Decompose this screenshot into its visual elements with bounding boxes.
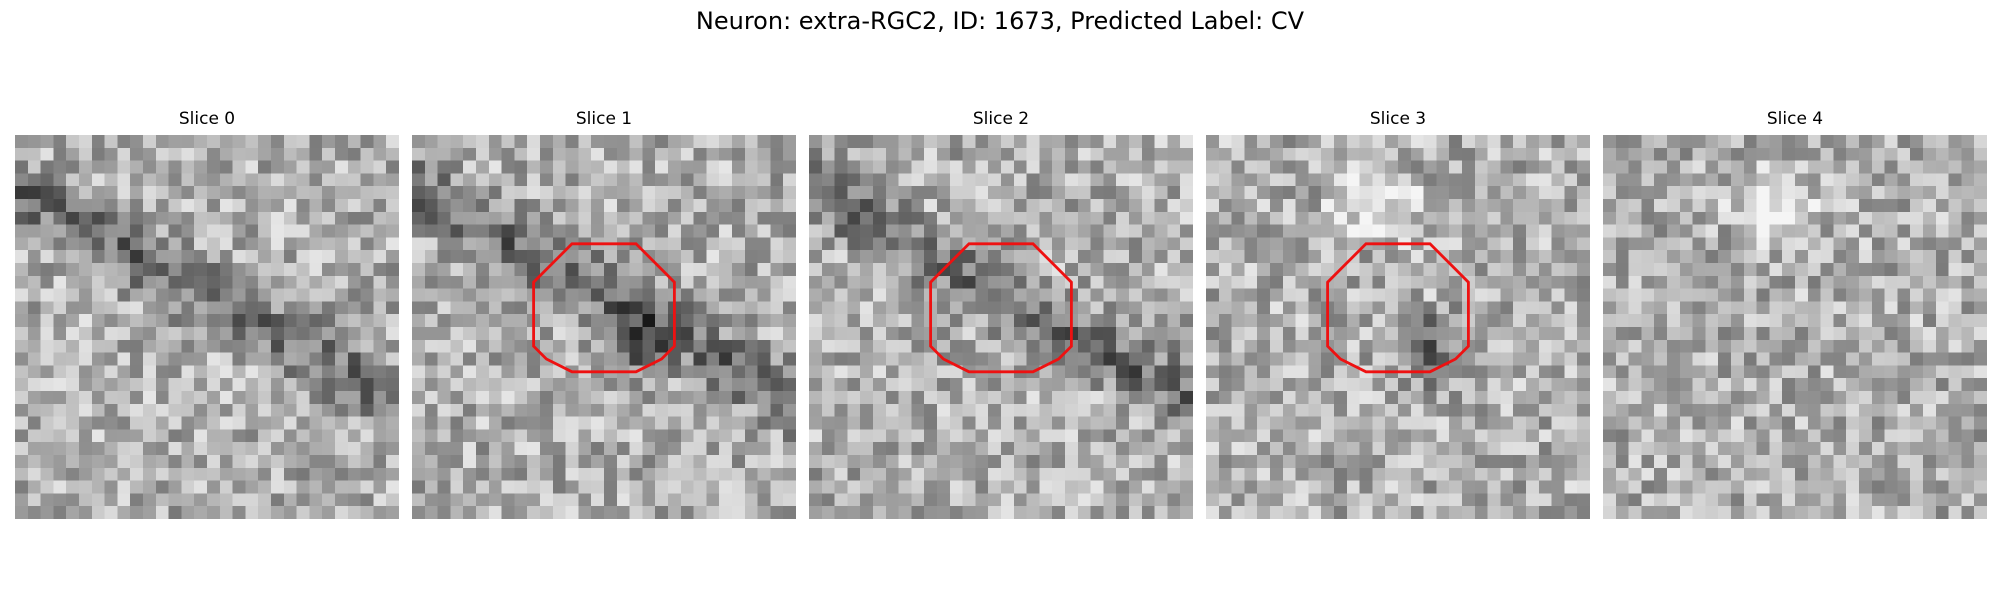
grayscale-image xyxy=(412,135,796,519)
panel-slice-4: Slice 4 xyxy=(1603,108,1987,522)
panel-title: Slice 4 xyxy=(1766,109,1824,129)
grayscale-image xyxy=(1603,135,1987,519)
segmentation-contour xyxy=(1326,242,1470,374)
panel-title: Slice 2 xyxy=(972,109,1030,129)
segmentation-contour xyxy=(929,242,1073,374)
grayscale-image xyxy=(15,135,399,519)
grayscale-image xyxy=(1206,135,1590,519)
panel-slice-2: Slice 2 xyxy=(809,108,1193,522)
segmentation-contour xyxy=(532,242,676,374)
panel-slice-3: Slice 3 xyxy=(1206,108,1590,522)
panel-slice-1: Slice 1 xyxy=(412,108,796,522)
grayscale-image xyxy=(809,135,1193,519)
figure-title: Neuron: extra-RGC2, ID: 1673, Predicted … xyxy=(695,7,1305,35)
panel-title: Slice 3 xyxy=(1369,109,1427,129)
panel-title: Slice 0 xyxy=(178,109,236,129)
panel-slice-0: Slice 0 xyxy=(15,108,399,522)
panel-title: Slice 1 xyxy=(575,109,633,129)
